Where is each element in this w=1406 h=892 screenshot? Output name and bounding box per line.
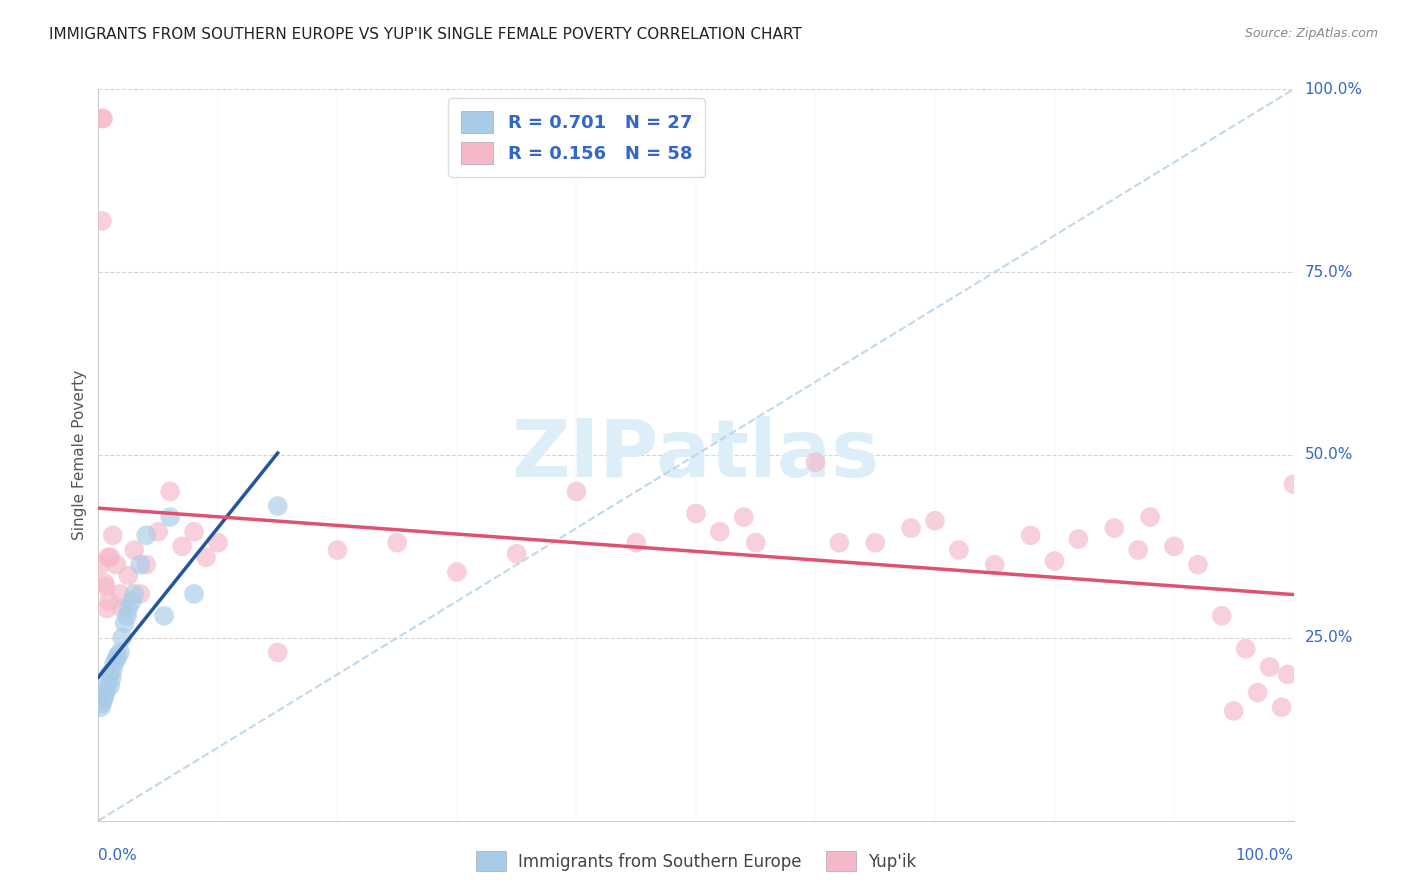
Text: 50.0%: 50.0%: [1305, 448, 1353, 462]
Point: [129, 558, 152, 572]
Legend: Immigrants from Southern Europe, Yup'ik: Immigrants from Southern Europe, Yup'ik: [470, 845, 922, 878]
Point: [195, 550, 218, 565]
Point: [924, 514, 946, 528]
Point: [1139, 510, 1161, 524]
Point: [1163, 539, 1185, 553]
Point: [948, 543, 970, 558]
Point: [1211, 608, 1233, 623]
Point: [804, 455, 827, 469]
Point: [101, 528, 124, 542]
Point: [105, 558, 128, 572]
Text: ZIPatlas: ZIPatlas: [512, 416, 880, 494]
Point: [98, 550, 122, 565]
Point: [1271, 700, 1294, 714]
Point: [506, 547, 529, 561]
Point: [97, 674, 120, 689]
Point: [153, 608, 176, 623]
Point: [98, 678, 122, 692]
Point: [111, 601, 134, 615]
Point: [733, 510, 755, 524]
Point: [159, 510, 181, 524]
Point: [148, 524, 170, 539]
Point: [1277, 667, 1299, 681]
Point: [183, 587, 205, 601]
Point: [385, 535, 409, 549]
Point: [685, 507, 707, 521]
Point: [1247, 686, 1270, 700]
Point: [98, 594, 121, 608]
Point: [900, 521, 922, 535]
Text: 75.0%: 75.0%: [1305, 265, 1353, 279]
Point: [565, 484, 588, 499]
Point: [124, 543, 146, 558]
Point: [90, 700, 112, 714]
Point: [709, 524, 731, 539]
Point: [107, 649, 129, 664]
Point: [97, 550, 120, 565]
Point: [207, 535, 229, 549]
Point: [124, 587, 146, 601]
Point: [135, 528, 157, 542]
Point: [1128, 543, 1150, 558]
Point: [1258, 660, 1281, 674]
Point: [121, 594, 143, 608]
Y-axis label: Single Female Poverty: Single Female Poverty: [72, 370, 87, 540]
Point: [1067, 532, 1090, 546]
Point: [626, 535, 648, 549]
Point: [93, 576, 115, 591]
Point: [105, 653, 128, 667]
Point: [267, 499, 290, 513]
Point: [98, 667, 121, 681]
Point: [865, 535, 887, 549]
Text: 100.0%: 100.0%: [1305, 82, 1362, 96]
Point: [828, 535, 851, 549]
Point: [135, 558, 157, 572]
Point: [1043, 554, 1066, 568]
Text: 25.0%: 25.0%: [1305, 631, 1353, 645]
Point: [115, 608, 138, 623]
Point: [1104, 521, 1126, 535]
Point: [101, 664, 124, 678]
Point: [91, 693, 114, 707]
Point: [446, 565, 468, 579]
Point: [96, 681, 118, 696]
Point: [93, 690, 115, 704]
Text: 100.0%: 100.0%: [1236, 848, 1294, 863]
Point: [1282, 477, 1305, 491]
Point: [91, 214, 114, 228]
Point: [91, 697, 114, 711]
Point: [745, 535, 768, 549]
Point: [90, 558, 112, 572]
Point: [129, 587, 152, 601]
Point: [114, 616, 136, 631]
Point: [117, 568, 139, 582]
Text: Source: ZipAtlas.com: Source: ZipAtlas.com: [1244, 27, 1378, 40]
Point: [326, 543, 349, 558]
Point: [111, 631, 134, 645]
Point: [108, 587, 131, 601]
Point: [91, 112, 114, 126]
Point: [183, 524, 205, 539]
Point: [91, 112, 114, 126]
Point: [103, 657, 125, 671]
Point: [1234, 641, 1257, 656]
Point: [1223, 704, 1246, 718]
Point: [1019, 528, 1042, 542]
Text: 0.0%: 0.0%: [98, 848, 138, 863]
Point: [117, 601, 139, 615]
Point: [159, 484, 181, 499]
Point: [94, 686, 117, 700]
Point: [108, 645, 131, 659]
Point: [96, 601, 118, 615]
Point: [94, 580, 117, 594]
Point: [267, 645, 290, 659]
Point: [984, 558, 1007, 572]
Point: [172, 539, 194, 553]
Point: [1187, 558, 1209, 572]
Text: IMMIGRANTS FROM SOUTHERN EUROPE VS YUP'IK SINGLE FEMALE POVERTY CORRELATION CHAR: IMMIGRANTS FROM SOUTHERN EUROPE VS YUP'I…: [49, 27, 801, 42]
Point: [100, 671, 122, 685]
